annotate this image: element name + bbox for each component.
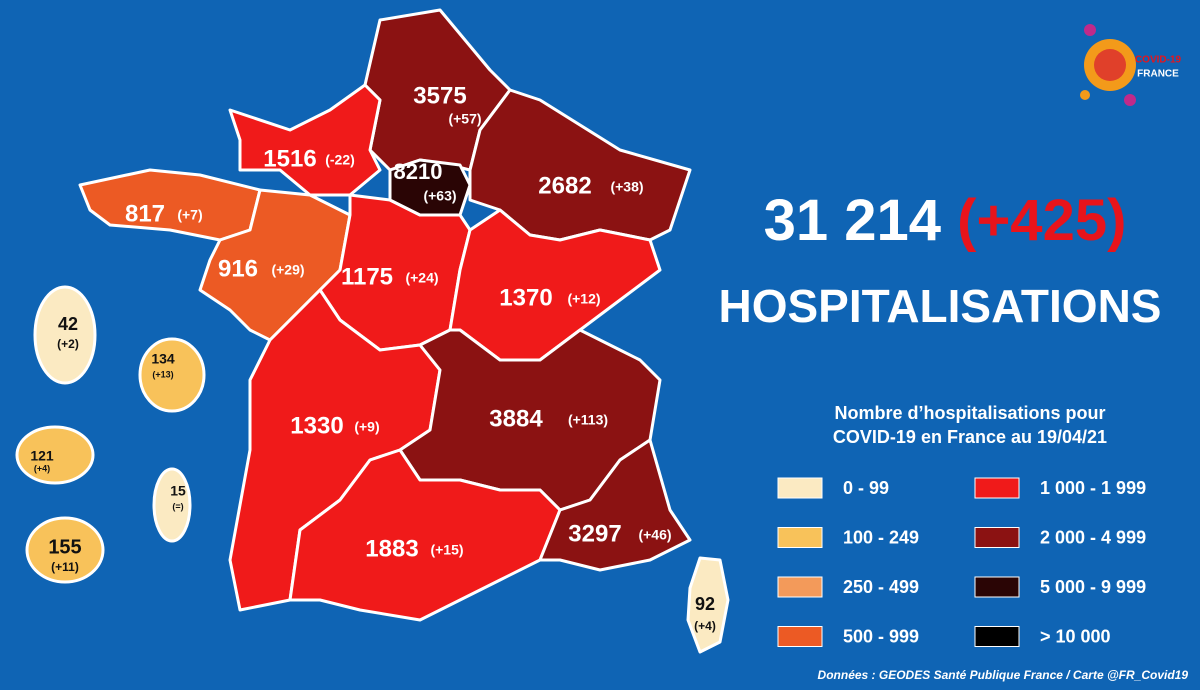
region xyxy=(538,438,692,572)
legend-swatch xyxy=(777,626,823,647)
region-change: (+11) xyxy=(51,560,79,574)
region-value: 817 xyxy=(125,200,165,227)
region-value: 92 xyxy=(695,594,715,614)
legend-swatch xyxy=(777,527,823,548)
legend-title: Nombre d’hospitalisations pour xyxy=(834,403,1105,423)
headline-change: (+425) xyxy=(957,188,1126,253)
region-value: 3575 xyxy=(413,82,466,109)
region-value: 155 xyxy=(48,536,81,558)
region-value: 1883 xyxy=(365,535,418,562)
legend-label: 100 - 249 xyxy=(843,527,919,547)
legend-swatch xyxy=(974,477,1020,499)
region-change: (+12) xyxy=(567,291,600,307)
headline-figure: 31 214 (+425) xyxy=(764,188,1127,253)
region-value: 3884 xyxy=(489,405,543,432)
region-value: 3297 xyxy=(568,520,621,547)
region-value: 1370 xyxy=(499,284,552,311)
map xyxy=(15,8,730,654)
region-value: 134 xyxy=(151,351,175,367)
logo-text: COVID-19 xyxy=(1135,55,1182,66)
region xyxy=(138,337,206,413)
region-change: (+15) xyxy=(430,542,463,558)
region-value: 1516 xyxy=(263,145,316,172)
region-change: (+13) xyxy=(152,369,173,379)
region-change: (-22) xyxy=(325,152,355,168)
region-change: (+4) xyxy=(34,463,50,473)
region xyxy=(228,83,382,197)
region-value: 2682 xyxy=(538,172,591,199)
headline-total: 31 214 xyxy=(764,188,941,253)
logo-text: FRANCE xyxy=(1137,69,1179,80)
logo-burst xyxy=(1094,49,1126,81)
region xyxy=(15,425,95,485)
legend-label: 2 000 - 4 999 xyxy=(1040,527,1146,547)
region-change: (=) xyxy=(172,501,183,511)
region-value: 121 xyxy=(30,448,54,464)
region-change: (+9) xyxy=(354,419,379,435)
region-change: (+4) xyxy=(694,619,716,633)
logo-dot xyxy=(1080,90,1090,100)
region xyxy=(33,285,97,385)
legend-title: COVID-19 en France au 19/04/21 xyxy=(833,427,1107,447)
region-value: 916 xyxy=(218,255,258,282)
region-change: (+2) xyxy=(57,337,79,351)
region xyxy=(388,158,472,217)
region-change: (+57) xyxy=(448,111,481,127)
legend-label: 500 - 999 xyxy=(843,626,919,646)
region-change: (+38) xyxy=(610,179,643,195)
legend: 0 - 99 100 - 249 250 - 499 500 - 999 1 000 -… xyxy=(777,477,1146,647)
legend-label: 1 000 - 1 999 xyxy=(1040,478,1146,498)
region-change: (+7) xyxy=(177,207,202,223)
legend-label: 250 - 499 xyxy=(843,577,919,597)
region-labels: 3575 (+57) 1516 (-22) 8210 (+63) 2682 (+38) 817 (… xyxy=(30,82,716,633)
legend-swatch xyxy=(974,626,1020,647)
region xyxy=(25,516,105,584)
legend-swatch xyxy=(974,527,1020,548)
headline-label: HOSPITALISATIONS xyxy=(719,280,1162,332)
region-value: 15 xyxy=(170,483,186,499)
legend-swatch xyxy=(777,576,823,598)
region xyxy=(152,467,192,543)
legend-label: > 10 000 xyxy=(1040,626,1111,646)
region-value: 8210 xyxy=(394,159,443,184)
region-value: 1175 xyxy=(341,263,393,290)
region-change: (+63) xyxy=(423,188,456,204)
legend-label: 0 - 99 xyxy=(843,478,889,498)
legend-swatch xyxy=(974,576,1020,598)
logo: COVID-19 FRANCE xyxy=(1080,24,1181,106)
region xyxy=(686,556,730,654)
legend-swatch xyxy=(777,477,823,499)
region-change: (+29) xyxy=(271,262,304,278)
region-value: 1330 xyxy=(290,412,343,439)
region-change: (+113) xyxy=(568,412,608,428)
region-change: (+24) xyxy=(405,270,438,286)
region-value: 42 xyxy=(58,314,78,334)
region xyxy=(288,448,562,622)
logo-dot xyxy=(1084,24,1096,36)
logo-dot xyxy=(1124,94,1136,106)
region-change: (+46) xyxy=(638,527,671,543)
legend-label: 5 000 - 9 999 xyxy=(1040,577,1146,597)
source: Données : GEODES Santé Publique France /… xyxy=(818,668,1189,682)
